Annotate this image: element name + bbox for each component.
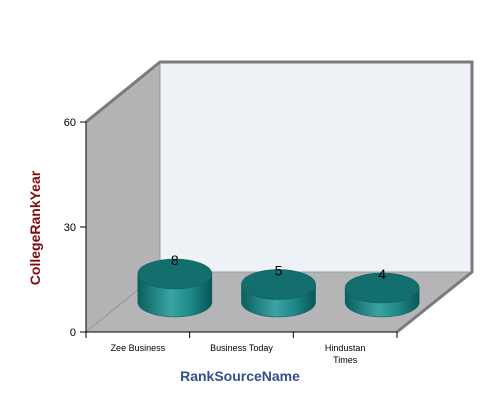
frame-top-edge <box>85 60 474 334</box>
back-wall <box>159 61 473 273</box>
y-axis-title: CollegeRankYear <box>27 170 43 285</box>
bar-top-1 <box>241 269 316 300</box>
bar-top-0 <box>137 258 213 290</box>
data-label: 5 <box>275 263 283 279</box>
x-tick-label: Zee Business <box>111 343 166 353</box>
y-tick-label: 60 <box>64 117 76 129</box>
x-tick-label: Hindustan Times <box>325 343 366 365</box>
y-tick-label: 0 <box>70 327 76 339</box>
bar-top-2 <box>344 272 420 304</box>
x-axis-title: RankSourceName <box>180 368 300 384</box>
x-tick-label: Business Today <box>210 343 273 353</box>
y-tick-label: 30 <box>64 222 76 234</box>
data-label: 8 <box>171 252 179 268</box>
data-label: 4 <box>378 266 386 282</box>
